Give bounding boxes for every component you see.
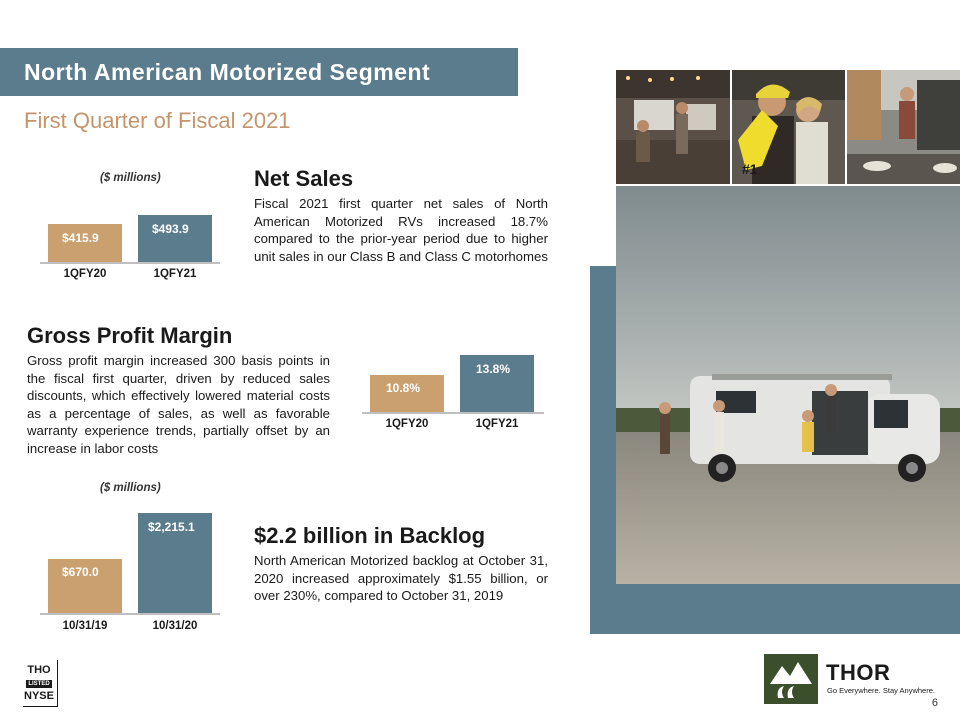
bar-value-label: $670.0 bbox=[62, 565, 99, 579]
title-bar bbox=[0, 48, 518, 96]
category-label: 10/31/20 bbox=[152, 620, 198, 632]
category-label: 1QFY21 bbox=[153, 268, 197, 280]
bar-value-label: 10.8% bbox=[386, 381, 421, 395]
bar-1qfy21 bbox=[460, 355, 534, 412]
page-title: North American Motorized Segment bbox=[24, 59, 431, 85]
bar-1qfy20 bbox=[370, 375, 444, 412]
nyse-listed: LISTED bbox=[26, 680, 52, 688]
bar-value-label: $415.9 bbox=[62, 231, 99, 245]
nyse-ticker: THO bbox=[27, 664, 51, 676]
gross-margin-body: Gross profit margin increased 300 basis … bbox=[27, 353, 330, 456]
svg-text:#1: #1 bbox=[742, 161, 758, 177]
net-sales-body: Fiscal 2021 first quarter net sales of N… bbox=[254, 196, 548, 264]
bar-1qfy21 bbox=[138, 215, 212, 262]
thor-mountain-icon bbox=[764, 654, 818, 704]
page-number: 6 bbox=[931, 697, 938, 709]
category-label: 10/31/19 bbox=[62, 620, 108, 632]
gross-margin-heading: Gross Profit Margin bbox=[27, 323, 233, 348]
bar-1qfy20 bbox=[48, 224, 122, 262]
gross-margin-chart: 10.8% 13.8% 1QFY20 1QFY21 bbox=[362, 350, 544, 440]
chart-baseline bbox=[40, 262, 220, 264]
category-label: 1QFY20 bbox=[63, 268, 107, 280]
chart-unit-label: ($ millions) bbox=[100, 482, 161, 494]
chart-baseline bbox=[40, 613, 220, 615]
photo-outdoor-grill bbox=[847, 70, 960, 184]
net-sales-chart: ($ millions) $415.9 $493.9 1QFY20 1QFY21 bbox=[40, 170, 220, 290]
bar-value-label: 13.8% bbox=[476, 362, 511, 376]
backlog-heading: $2.2 billion in Backlog bbox=[254, 523, 486, 548]
category-label: 1QFY21 bbox=[475, 418, 519, 430]
thor-tagline: Go Everywhere. Stay Anywhere. bbox=[827, 686, 935, 695]
bar-10-31-20 bbox=[138, 513, 212, 613]
photo-fans-foam-finger: #1 bbox=[732, 70, 845, 184]
chart-baseline bbox=[362, 412, 544, 414]
category-label: 1QFY20 bbox=[385, 418, 429, 430]
backlog-chart: ($ millions) $670.0 $2,215.1 10/31/19 10… bbox=[40, 478, 220, 638]
photo-rv-interior bbox=[616, 70, 730, 184]
nyse-exchange: NYSE bbox=[24, 690, 54, 702]
net-sales-heading: Net Sales bbox=[254, 166, 354, 191]
page-subtitle: First Quarter of Fiscal 2021 bbox=[24, 108, 291, 133]
backlog-body: North American Motorized backlog at Octo… bbox=[254, 553, 548, 603]
chart-unit-label: ($ millions) bbox=[100, 172, 161, 184]
photo-campervan-landscape bbox=[616, 186, 960, 584]
bar-value-label: $493.9 bbox=[152, 222, 189, 236]
nyse-listed-logo: THO LISTED NYSE bbox=[23, 660, 58, 707]
thor-brand-name: THOR bbox=[826, 660, 891, 685]
bar-10-31-19 bbox=[48, 559, 122, 613]
bar-value-label: $2,215.1 bbox=[148, 520, 195, 534]
thor-logo: THOR Go Everywhere. Stay Anywhere. bbox=[764, 654, 935, 704]
